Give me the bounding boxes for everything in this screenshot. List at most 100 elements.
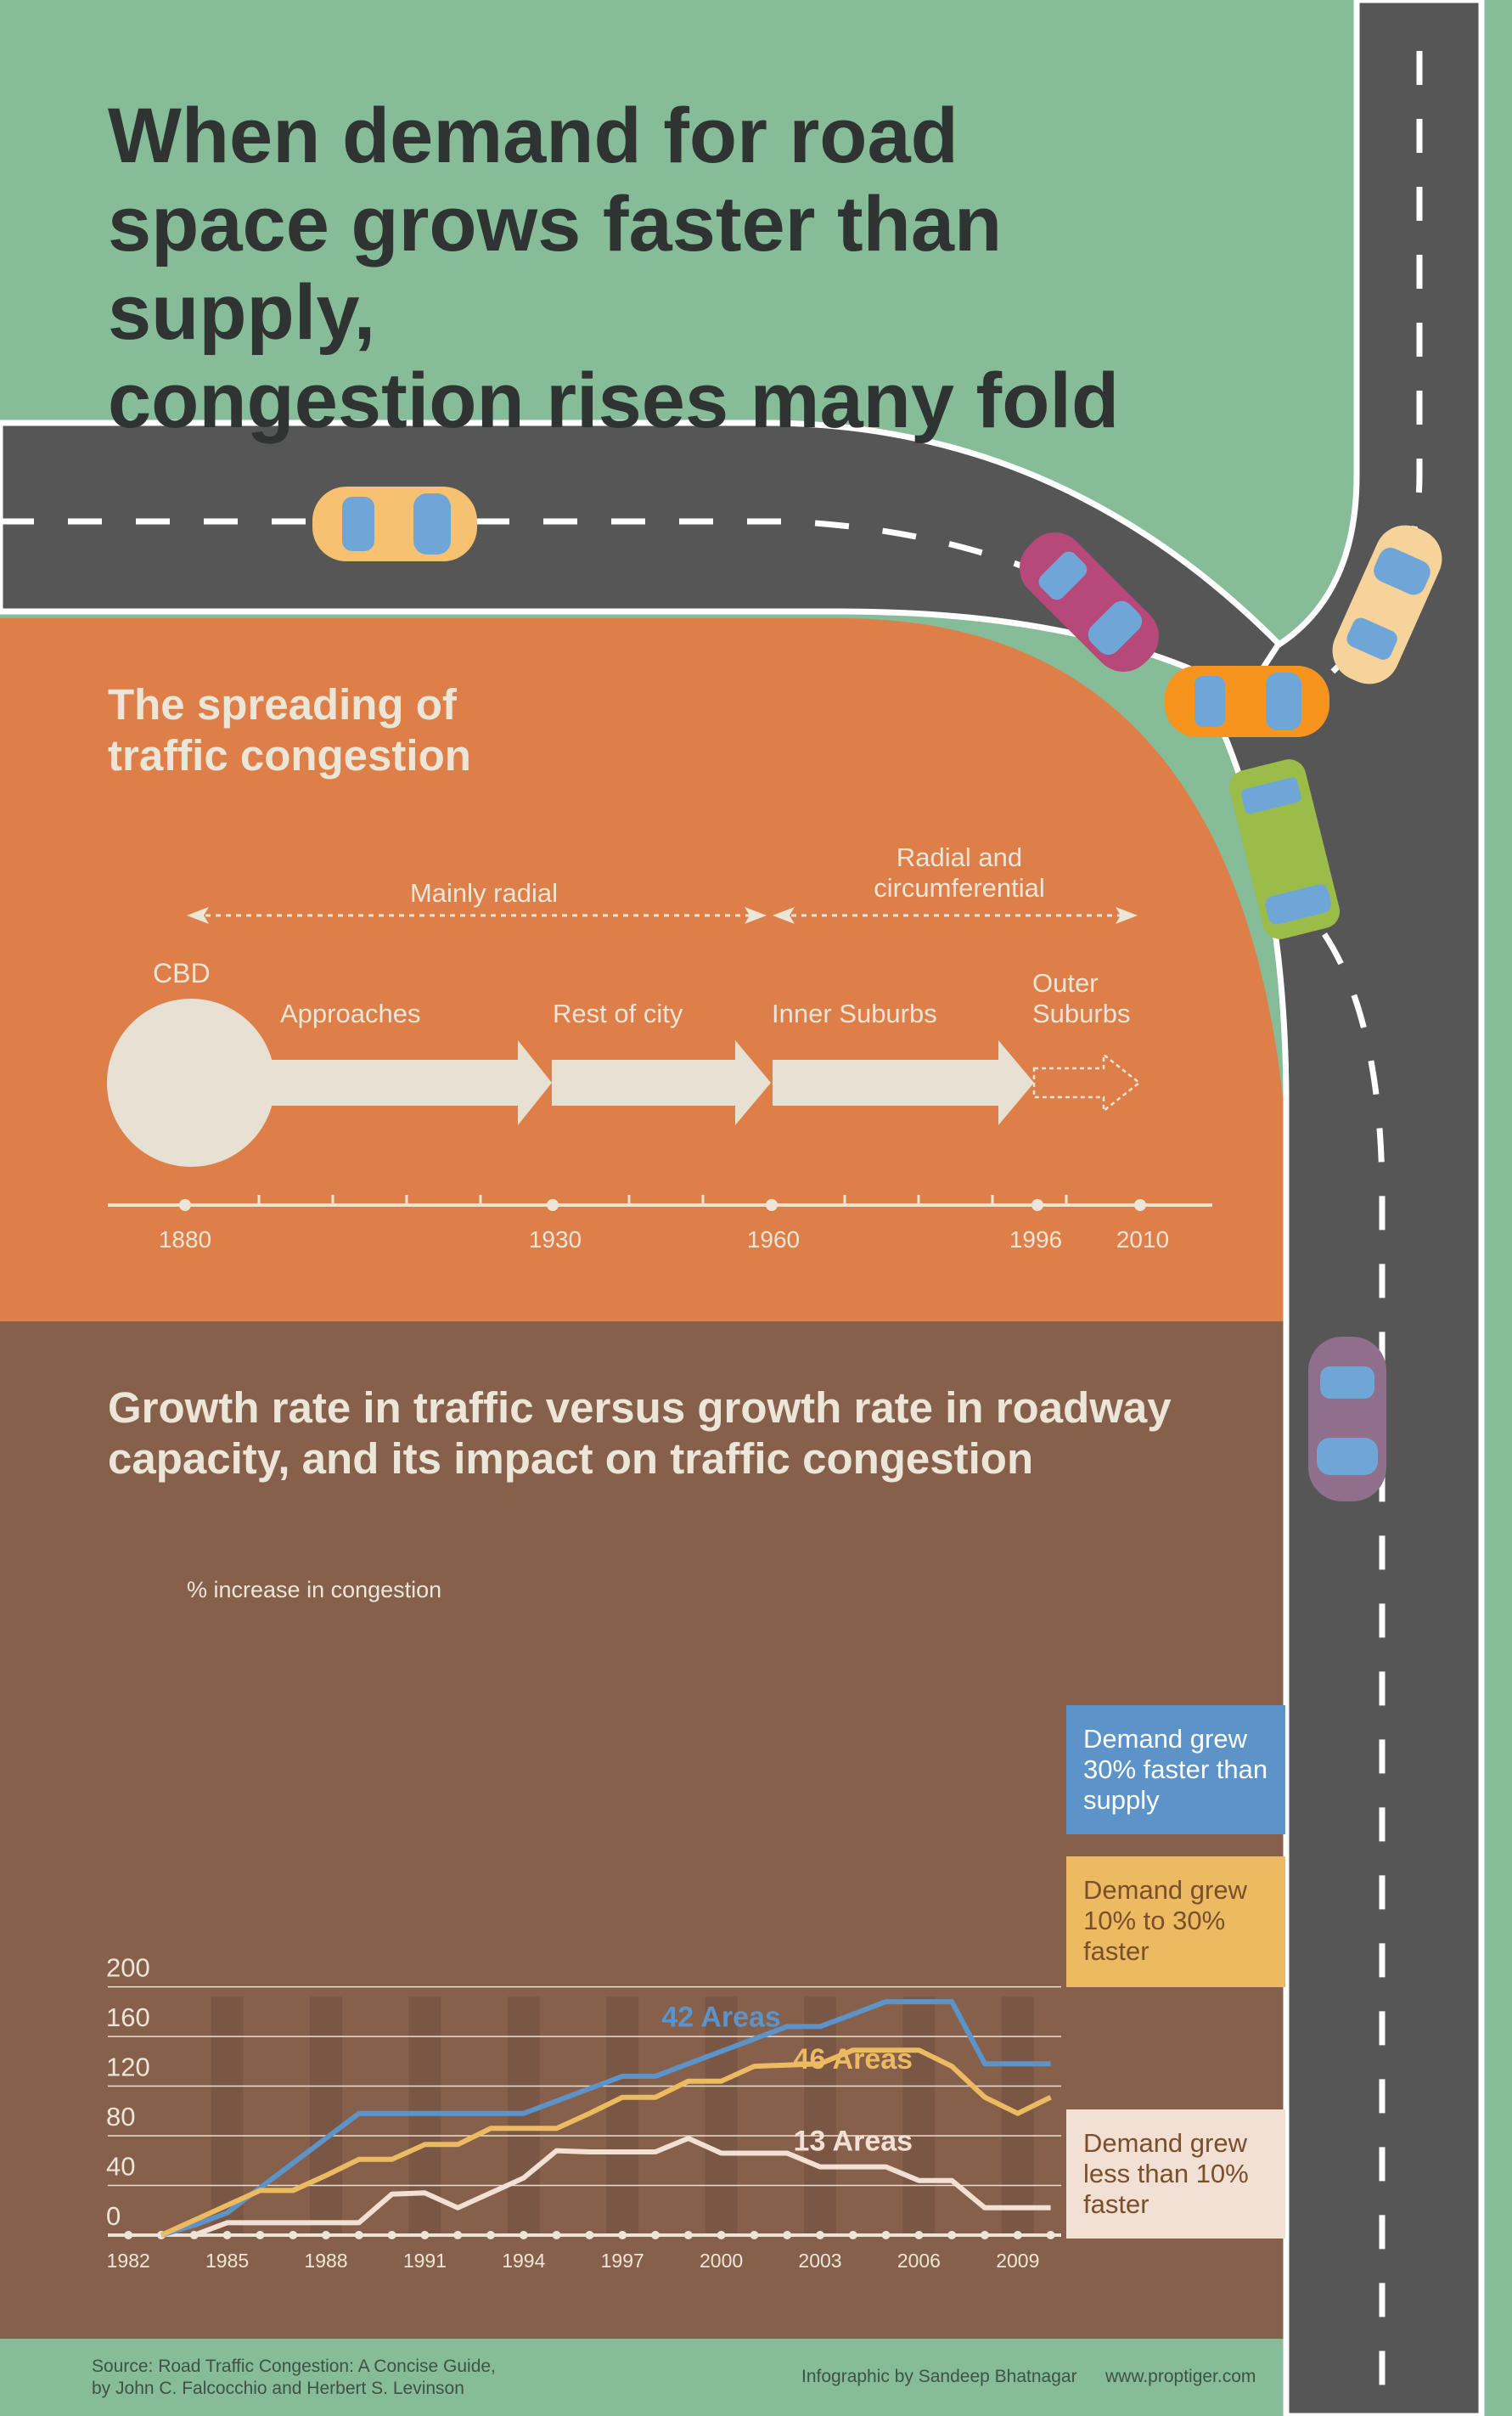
y-tick-label: 120 <box>106 2053 150 2082</box>
title-line: When demand for road <box>108 93 958 179</box>
cbd-circle <box>107 999 275 1167</box>
arrow-approaches <box>267 1040 552 1125</box>
website-link[interactable]: www.proptiger.com <box>1105 2367 1256 2386</box>
x-axis-dot <box>585 2231 594 2239</box>
x-axis-dot <box>981 2231 989 2239</box>
orange-panel <box>0 618 1284 1321</box>
phase-label: Radial and circumferential <box>840 842 1078 904</box>
credit-text: Infographic by Sandeep Bhatnagar <box>801 2367 1077 2386</box>
title-line: congestion rises many fold <box>108 358 1120 444</box>
legend-item: Demand grew less than 10% faster <box>1066 2109 1285 2239</box>
legend-line: Demand grew <box>1083 1724 1247 1754</box>
car-icon <box>1308 1337 1386 1501</box>
x-axis-dot <box>552 2231 561 2239</box>
timeline-year: 1930 <box>528 1226 582 1253</box>
spreading-title: The spreading of traffic congestion <box>108 679 702 781</box>
legend-line: less than 10% <box>1083 2159 1249 2188</box>
y-tick-label: 160 <box>106 2002 150 2032</box>
source-note: Source: Road Traffic Congestion: A Conci… <box>92 2356 496 2400</box>
legend-line: Demand grew <box>1083 1875 1247 1905</box>
x-axis-dot <box>683 2231 693 2239</box>
arrow-inner-suburbs <box>773 1040 1034 1125</box>
chart-stripe <box>902 1996 936 2235</box>
x-tick-label: 1991 <box>403 2250 447 2272</box>
legend-line: faster <box>1083 1936 1149 1966</box>
x-axis-dot <box>322 2231 330 2239</box>
x-axis-dot <box>750 2231 759 2239</box>
x-axis-dot <box>486 2231 495 2239</box>
x-tick-label: 1994 <box>502 2250 545 2272</box>
timeline-year: 1996 <box>1009 1226 1063 1253</box>
spreading-diagram <box>107 907 1212 1211</box>
x-axis-dot <box>947 2231 957 2239</box>
series-line <box>160 1999 1051 2238</box>
arrow-outer-suburbs <box>1032 1052 1142 1113</box>
stage-label: Approaches <box>280 999 421 1028</box>
phase-label-line: Radial and <box>896 842 1023 872</box>
y-tick-label: 0 <box>106 2201 121 2231</box>
legend-line: 30% faster than <box>1083 1754 1268 1784</box>
timeline-year: 2010 <box>1116 1226 1170 1253</box>
x-axis-dot <box>848 2231 857 2239</box>
source-line: by John C. Falcocchio and Herbert S. Lev… <box>92 2379 464 2398</box>
stage-label: Rest of city <box>553 999 683 1028</box>
car-icon <box>1332 525 1442 684</box>
y-axis-label: % increase in congestion <box>187 1577 441 1602</box>
stage-label: Inner Suburbs <box>772 999 937 1028</box>
x-axis-dot <box>914 2231 924 2239</box>
x-axis-dot <box>1046 2231 1055 2239</box>
x-axis-dot <box>354 2231 363 2239</box>
car-icon <box>1020 532 1159 672</box>
x-tick-label: 2009 <box>996 2250 1039 2272</box>
x-axis-dot <box>783 2231 792 2239</box>
chart-stripe <box>804 1996 836 2235</box>
x-axis-dot <box>420 2231 430 2239</box>
x-tick-label: 2003 <box>798 2250 841 2272</box>
growth-title: Growth rate in traffic versus growth rat… <box>108 1383 1296 1484</box>
car-icon <box>312 487 477 561</box>
x-axis-dot <box>881 2231 891 2239</box>
x-tick-label: 1988 <box>304 2250 347 2272</box>
stage-label-outer: Outer Suburbs <box>1032 968 1130 1029</box>
y-tick-label: 80 <box>106 2102 135 2132</box>
x-axis-dot <box>222 2231 232 2239</box>
series-line <box>193 2136 1051 2238</box>
x-axis-dot <box>387 2231 396 2239</box>
timeline-year: 1880 <box>158 1226 212 1253</box>
legend-line: 10% to 30% <box>1083 1906 1226 1935</box>
x-axis-dot <box>816 2231 824 2239</box>
stage-label-line: Outer <box>1032 968 1099 998</box>
legend-item: Demand grew 10% to 30% faster <box>1066 1856 1285 1987</box>
y-tick-label: 200 <box>106 1953 150 1983</box>
page-title: When demand for road space grows faster … <box>108 92 1211 445</box>
legend-line: Demand grew <box>1083 2128 1247 2158</box>
stage-label-line: Suburbs <box>1032 999 1131 1028</box>
car-icon <box>1228 759 1341 939</box>
phase-label: Mainly radial <box>409 878 558 908</box>
y-tick-label: 40 <box>106 2152 135 2182</box>
title-line: space grows faster than supply, <box>108 181 1003 356</box>
growth-title-line: Growth rate in traffic versus growth rat… <box>108 1383 1172 1432</box>
cbd-label: CBD <box>153 958 211 988</box>
x-axis-dot <box>124 2231 133 2239</box>
series-annotation: 46 Areas <box>794 2043 913 2075</box>
legend-line: supply <box>1083 1785 1160 1815</box>
source-line: Source: Road Traffic Congestion: A Conci… <box>92 2357 496 2376</box>
x-tick-label: 2000 <box>700 2250 743 2272</box>
chart-stripe <box>310 1996 342 2235</box>
phase-label-line: circumferential <box>874 873 1045 903</box>
arrow-rest-of-city <box>552 1040 771 1125</box>
x-tick-label: 1982 <box>107 2250 150 2272</box>
x-tick-label: 2006 <box>897 2250 941 2272</box>
legend-item: Demand grew 30% faster than supply <box>1066 1705 1285 1834</box>
x-axis-dot <box>256 2231 265 2239</box>
x-axis-dot <box>618 2231 627 2239</box>
x-axis-dot <box>651 2231 660 2239</box>
x-axis-dot <box>1013 2231 1022 2239</box>
x-tick-label: 1985 <box>205 2250 249 2272</box>
x-tick-label: 1997 <box>601 2250 644 2272</box>
legend-line: faster <box>1083 2189 1149 2219</box>
spreading-title-line: traffic congestion <box>108 731 471 780</box>
